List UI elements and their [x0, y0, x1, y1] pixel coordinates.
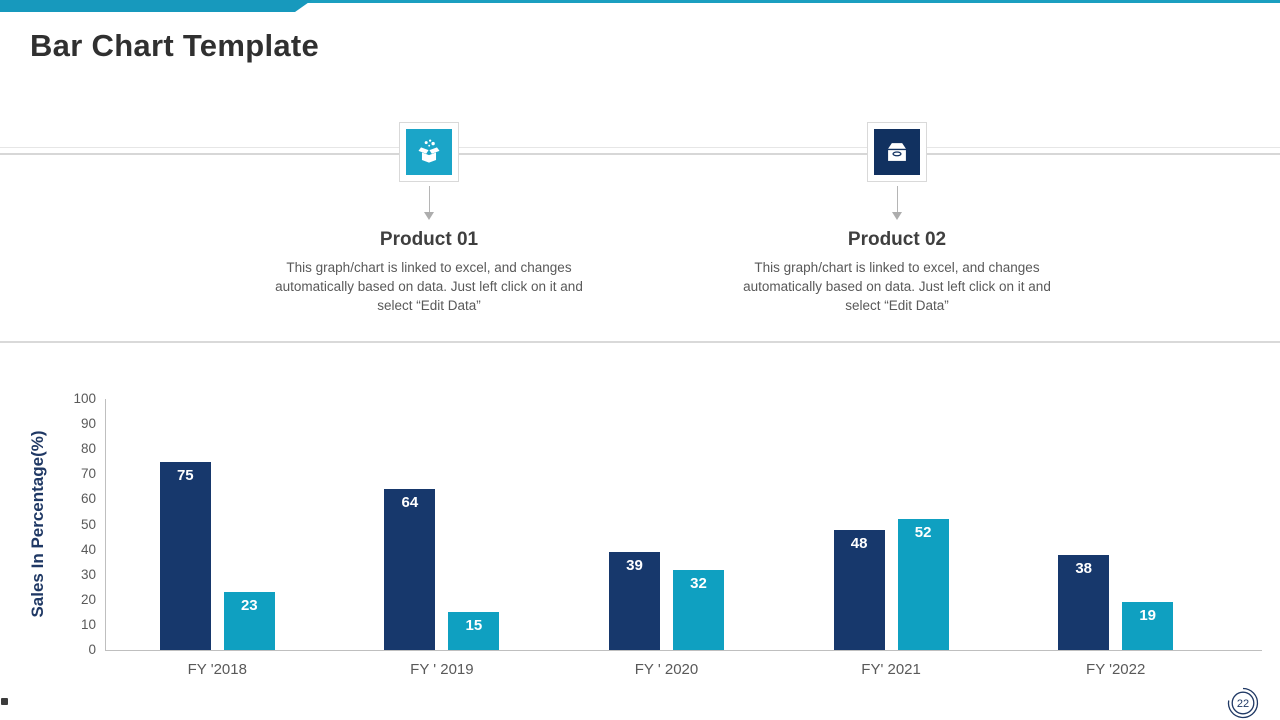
bar: 39 [609, 552, 660, 650]
section-divider-line [0, 341, 1280, 343]
y-tick-label: 60 [80, 491, 96, 507]
bar: 19 [1122, 602, 1174, 650]
y-tick-label: 10 [80, 616, 96, 632]
y-tick-label: 50 [80, 516, 96, 532]
badge-circle [1231, 691, 1255, 715]
bar-value-label: 19 [1139, 607, 1157, 625]
bar: 64 [384, 489, 436, 650]
top-accent-line [0, 0, 1280, 3]
y-tick-label: 80 [80, 441, 96, 457]
connector-line [428, 186, 430, 212]
x-axis-label: FY ' 2019 [410, 661, 474, 678]
x-axis-label: FY ' 2020 [634, 661, 699, 678]
page-number-badge: 22 [1222, 682, 1264, 720]
bar: 38 [1058, 554, 1110, 650]
bar-value-label: 32 [690, 574, 707, 592]
badge-outer-arc [1227, 687, 1259, 719]
bar-value-label: 23 [240, 597, 258, 615]
product-02-description: This graph/chart is linked to excel, and… [743, 260, 1051, 313]
y-tick-label: 20 [80, 591, 96, 607]
product-02-callout: Product 02 This graph/chart is linked to… [727, 122, 1067, 315]
product-01-callout: Product 01 This graph/chart is linked to… [259, 122, 599, 315]
product-02-icon-box[interactable] [867, 122, 927, 182]
y-tick-label: 100 [73, 391, 96, 406]
bar-value-label: 39 [626, 557, 643, 575]
page-title: Bar Chart Template [30, 28, 320, 63]
x-axis-label: FY' 2021 [861, 661, 921, 678]
x-axis-label: FY '2022 [1086, 661, 1146, 678]
bar: 48 [833, 529, 885, 650]
bar: 52 [897, 519, 949, 650]
top-accent-bar [0, 0, 312, 12]
y-tick-label: 30 [80, 566, 96, 582]
bottom-left-mark [1, 698, 8, 705]
x-axis-label: FY '2018 [187, 661, 247, 678]
bar: 23 [223, 592, 275, 650]
bar-value-label: 48 [850, 534, 868, 552]
product-01-heading: Product 01 [379, 229, 479, 250]
bar-value-label: 52 [914, 524, 932, 542]
y-axis-title: Sales In Percentage(%) [28, 430, 47, 618]
bar: 32 [673, 569, 724, 650]
archive-box-icon [874, 129, 920, 175]
y-tick-label: 90 [80, 416, 96, 432]
open-box-confetti-icon [406, 129, 452, 175]
page-number: 22 [1237, 698, 1249, 710]
y-tick-label: 0 [88, 642, 96, 657]
divider-line-lower [0, 153, 1280, 155]
bar-value-label: 64 [401, 494, 419, 512]
product-01-icon-box[interactable] [399, 122, 459, 182]
product-02-heading: Product 02 [847, 229, 947, 250]
arrow-down-icon [424, 212, 434, 220]
arrow-down-icon [892, 212, 902, 220]
bar: 15 [448, 612, 500, 650]
bar-value-label: 38 [1075, 559, 1093, 577]
x-axis-line [105, 650, 1262, 651]
y-tick-label: 70 [80, 466, 96, 482]
divider-line-upper [0, 147, 1280, 148]
bar-value-label: 15 [465, 617, 483, 635]
connector-line [896, 186, 898, 212]
bar-value-label: 75 [176, 466, 194, 484]
bar: 75 [159, 461, 211, 650]
y-tick-label: 40 [80, 541, 96, 557]
product-01-description: This graph/chart is linked to excel, and… [275, 260, 583, 313]
y-axis-line [105, 399, 106, 651]
